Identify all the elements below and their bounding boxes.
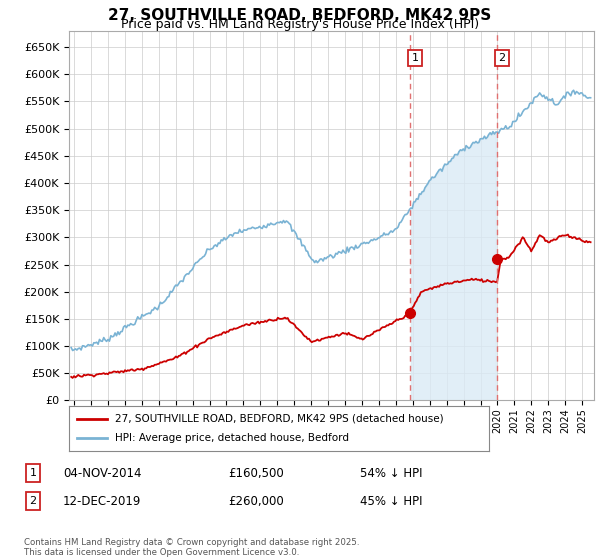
Text: 12-DEC-2019: 12-DEC-2019 bbox=[63, 494, 142, 508]
Text: £260,000: £260,000 bbox=[228, 494, 284, 508]
Text: 2: 2 bbox=[29, 496, 37, 506]
Text: 54% ↓ HPI: 54% ↓ HPI bbox=[360, 466, 422, 480]
Text: 27, SOUTHVILLE ROAD, BEDFORD, MK42 9PS (detached house): 27, SOUTHVILLE ROAD, BEDFORD, MK42 9PS (… bbox=[115, 413, 444, 423]
Text: HPI: Average price, detached house, Bedford: HPI: Average price, detached house, Bedf… bbox=[115, 433, 349, 444]
Text: £160,500: £160,500 bbox=[228, 466, 284, 480]
Text: Price paid vs. HM Land Registry's House Price Index (HPI): Price paid vs. HM Land Registry's House … bbox=[121, 18, 479, 31]
Text: 27, SOUTHVILLE ROAD, BEDFORD, MK42 9PS: 27, SOUTHVILLE ROAD, BEDFORD, MK42 9PS bbox=[109, 8, 491, 24]
Text: 1: 1 bbox=[412, 53, 419, 63]
Text: 04-NOV-2014: 04-NOV-2014 bbox=[63, 466, 142, 480]
Text: 1: 1 bbox=[29, 468, 37, 478]
Text: 2: 2 bbox=[499, 53, 506, 63]
Text: 45% ↓ HPI: 45% ↓ HPI bbox=[360, 494, 422, 508]
Text: Contains HM Land Registry data © Crown copyright and database right 2025.
This d: Contains HM Land Registry data © Crown c… bbox=[24, 538, 359, 557]
